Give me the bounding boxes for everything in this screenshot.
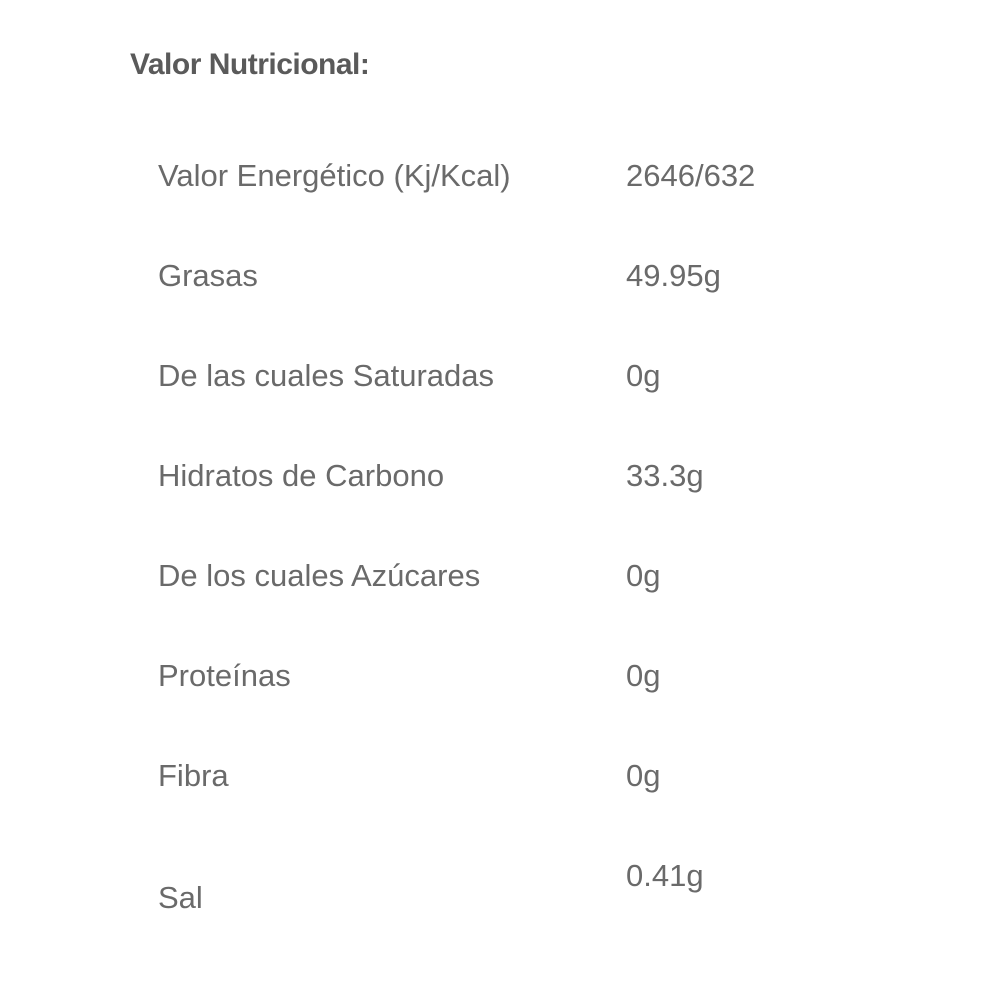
- table-row: De los cuales Azúcares 0g: [158, 558, 858, 608]
- table-row: Sal 0.41g: [158, 858, 858, 915]
- nutrient-value: 0g: [626, 358, 661, 393]
- nutrient-label: Sal: [158, 880, 203, 915]
- table-row: Valor Energético (Kj/Kcal) 2646/632: [158, 158, 858, 208]
- table-row: Grasas 49.95g: [158, 258, 858, 308]
- nutrient-value: 0.41g: [626, 858, 704, 893]
- nutrient-value: 49.95g: [626, 258, 721, 293]
- table-row: Fibra 0g: [158, 758, 858, 808]
- nutrient-value: 0g: [626, 558, 661, 593]
- nutrient-label: De las cuales Saturadas: [158, 358, 495, 393]
- section-title: Valor Nutricional:: [130, 48, 370, 81]
- table-row: De las cuales Saturadas 0g: [158, 358, 858, 408]
- nutrient-label: Valor Energético (Kj/Kcal): [158, 158, 511, 193]
- nutrient-value: 0g: [626, 758, 661, 793]
- nutrient-label: De los cuales Azúcares: [158, 558, 481, 593]
- nutrient-value: 33.3g: [626, 458, 704, 493]
- nutrient-value: 2646/632: [626, 158, 756, 193]
- table-row: Hidratos de Carbono 33.3g: [158, 458, 858, 508]
- nutrient-label: Hidratos de Carbono: [158, 458, 445, 493]
- nutrient-label: Grasas: [158, 258, 258, 293]
- nutrient-value: 0g: [626, 658, 661, 693]
- table-row: Proteínas 0g: [158, 658, 858, 708]
- nutrient-label: Proteínas: [158, 658, 291, 693]
- nutrient-label: Fibra: [158, 758, 229, 793]
